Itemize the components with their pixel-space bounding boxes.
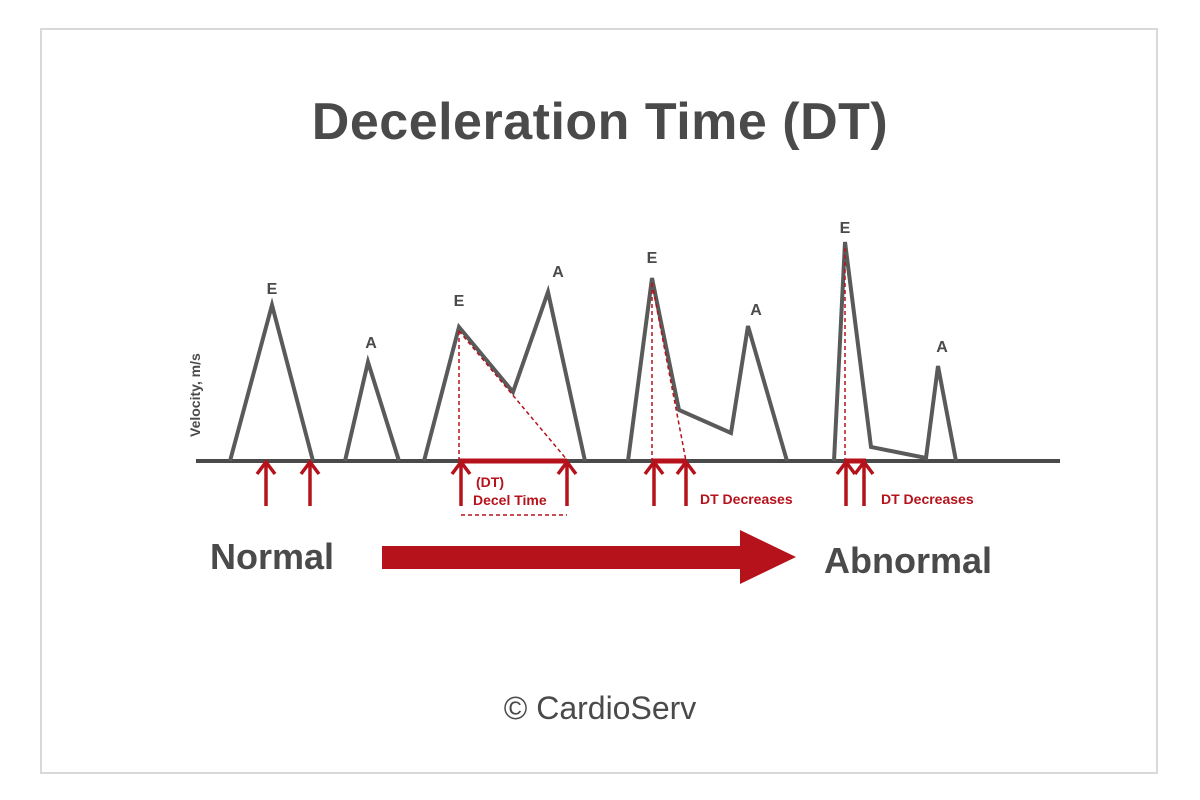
dt-decreases-label: DT Decreases <box>700 491 793 507</box>
arrow-up-icon <box>853 460 875 508</box>
peak-label-a: A <box>936 339 948 356</box>
waveform-stage-3 <box>626 277 789 462</box>
decel-time-label: Decel Time <box>473 492 547 508</box>
peak-label-e: E <box>840 220 851 237</box>
peak-label-a: A <box>552 264 564 281</box>
arrow-up-icon <box>299 460 321 508</box>
peak-label-e: E <box>454 293 465 310</box>
waveform-stage-4 <box>832 241 958 462</box>
arrow-up-icon <box>675 460 697 508</box>
arrow-up-icon <box>643 460 665 508</box>
dt-overlay-stage-4 <box>844 248 866 464</box>
normal-label: Normal <box>210 536 335 577</box>
diagram-card <box>40 28 1158 774</box>
waveform-stage-2 <box>422 284 587 462</box>
copyright-text: © CardioServ <box>503 690 697 726</box>
dt-abbrev-label: (DT) <box>476 474 504 490</box>
arrow-up-icon <box>450 460 472 508</box>
waveform-normal-a <box>343 354 401 462</box>
dt-overlay-stage-3 <box>651 282 687 464</box>
dt-decreases-label: DT Decreases <box>881 491 974 507</box>
abnormal-label: Abnormal <box>824 540 993 581</box>
dt-overlay-stage-2 <box>458 330 569 516</box>
y-axis-label: Velocity, m/s <box>187 353 203 437</box>
waveform-normal <box>228 297 315 462</box>
arrow-up-icon <box>556 460 578 508</box>
arrow-up-icon <box>255 460 277 508</box>
page-title: Deceleration Time (DT) <box>311 93 889 151</box>
peak-label-e: E <box>647 250 658 267</box>
progression-arrow <box>382 530 796 584</box>
peak-label-a: A <box>365 335 377 352</box>
peak-label-e: E <box>267 281 278 298</box>
peak-label-a: A <box>750 302 762 319</box>
arrow-up-icon <box>835 460 857 508</box>
